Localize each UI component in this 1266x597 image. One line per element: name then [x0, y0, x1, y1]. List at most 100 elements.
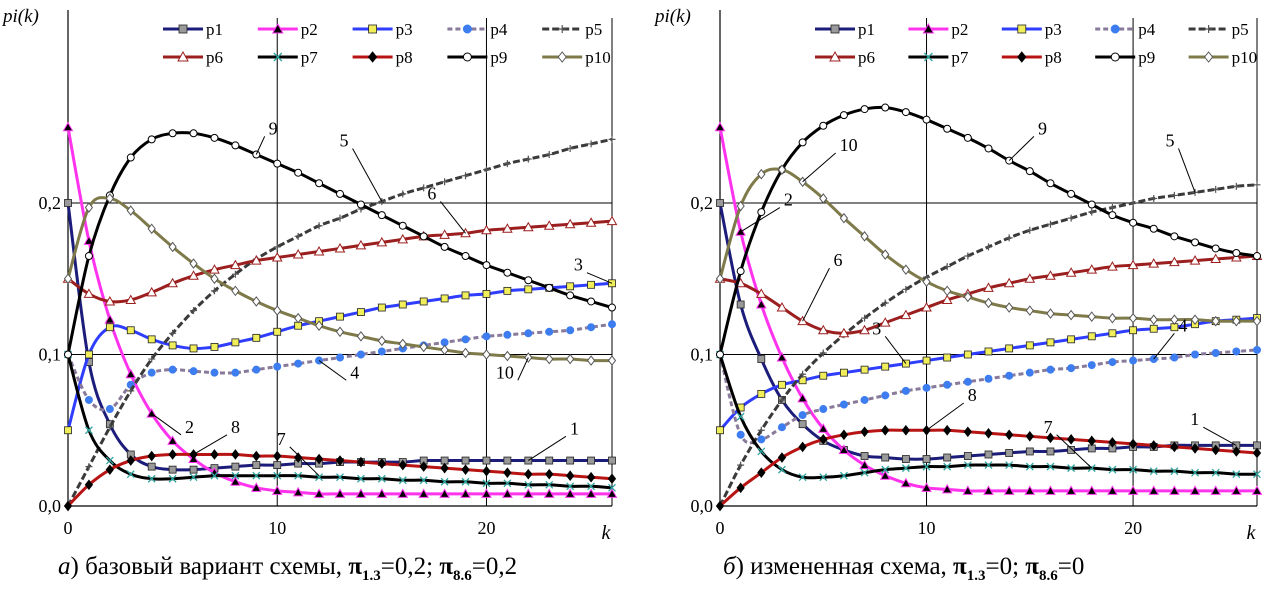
data-point-p2 [313, 488, 325, 498]
data-point-p7 [1108, 465, 1117, 474]
legend-marker [1110, 24, 1120, 34]
annotation-leader [318, 360, 347, 381]
data-point-p7 [860, 468, 869, 477]
series-p2 [714, 121, 1263, 495]
data-point-p7 [231, 471, 240, 480]
legend-marker [271, 22, 284, 34]
data-point-p10 [839, 212, 849, 224]
data-point-p7 [440, 477, 449, 486]
data-point-p2 [418, 488, 430, 498]
data-point-p5 [985, 243, 992, 251]
data-point-p8 [819, 434, 828, 445]
data-point-p10 [1025, 305, 1034, 316]
data-point-p8 [294, 452, 303, 463]
data-point-p8 [1232, 446, 1241, 457]
annotation-leader [440, 201, 466, 234]
data-point-p9 [860, 105, 869, 114]
data-point-p7 [398, 476, 407, 485]
legend-label: p3 [396, 20, 413, 39]
data-point-p6 [522, 221, 534, 232]
data-point-p4 [777, 423, 786, 432]
data-point-p1 [566, 456, 575, 465]
data-point-p7 [1232, 470, 1241, 479]
data-point-p10 [1211, 315, 1220, 327]
data-point-p4 [1067, 364, 1076, 373]
data-point-p6 [1148, 258, 1160, 268]
data-point-p9 [189, 129, 198, 138]
legend-label: p9 [1138, 48, 1155, 67]
data-point-p3 [524, 285, 533, 294]
data-point-p3 [840, 368, 848, 377]
data-point-p8 [210, 449, 219, 460]
data-point-p3 [64, 426, 72, 435]
annotation-label: 2 [784, 190, 793, 210]
data-point-p7 [1170, 467, 1179, 476]
legend-item-p3: p3 [352, 20, 413, 39]
data-point-p2 [838, 444, 850, 454]
legend-label: p5 [1232, 20, 1249, 39]
legend-item-p1: p1 [815, 20, 875, 39]
data-point-p5 [964, 252, 972, 260]
data-point-p5 [482, 166, 490, 174]
data-point-p7 [377, 474, 386, 483]
data-point-p7 [566, 482, 575, 491]
data-point-p4 [608, 320, 616, 329]
data-point-p5 [1253, 181, 1261, 189]
data-point-p6 [838, 327, 850, 338]
data-point-p8 [168, 449, 177, 460]
legend-item-p7: p7 [908, 48, 969, 67]
data-point-p7 [1211, 468, 1220, 477]
data-point-p8 [419, 461, 428, 472]
data-point-p5 [524, 155, 532, 163]
data-point-p10 [1087, 311, 1096, 322]
data-point-p10 [189, 258, 198, 269]
data-point-p6 [900, 309, 912, 320]
data-point-p2 [1210, 485, 1222, 495]
data-point-p6 [104, 295, 116, 306]
data-point-p5 [210, 287, 218, 295]
data-point-p2 [859, 459, 870, 470]
data-point-p6 [1107, 261, 1118, 271]
legend-marker [273, 52, 283, 62]
data-point-p7 [336, 473, 344, 482]
annotation-leader [1178, 148, 1196, 193]
data-point-p8 [1211, 444, 1220, 456]
annotation-6: 6 [427, 183, 466, 234]
series-p8 [63, 449, 617, 512]
annotation-label: 3 [872, 318, 881, 338]
data-point-p5 [420, 184, 428, 192]
legend-item-p10: p10 [1188, 48, 1257, 67]
data-point-p9 [482, 261, 491, 270]
data-point-p10 [715, 273, 725, 285]
data-point-p1 [168, 465, 177, 474]
data-point-p1 [984, 450, 993, 459]
x-tick-label: 10 [918, 518, 936, 538]
data-point-p7 [901, 464, 910, 473]
data-point-p9 [1149, 224, 1158, 233]
annotation-label: 6 [833, 250, 842, 270]
data-point-p4 [1211, 348, 1220, 357]
data-point-p3 [85, 350, 93, 359]
data-point-p3 [716, 426, 724, 435]
data-point-p1 [587, 456, 595, 465]
legend-item-p5: p5 [542, 20, 602, 39]
data-point-p7 [126, 470, 135, 479]
data-point-p2 [397, 488, 409, 498]
legend-label: p7 [951, 48, 969, 67]
data-point-p5 [799, 370, 807, 378]
data-point-p8 [84, 479, 94, 491]
series-p7 [64, 350, 616, 492]
data-point-p7 [294, 471, 303, 480]
data-point-p10 [1190, 314, 1200, 325]
legend-item-p1: p1 [163, 20, 223, 39]
data-point-p9 [984, 144, 993, 153]
data-point-p2 [125, 368, 137, 379]
data-point-p2 [585, 488, 597, 498]
data-point-p5 [336, 214, 344, 222]
data-point-p2 [921, 482, 932, 492]
data-point-p10 [273, 305, 282, 316]
data-point-p7 [943, 462, 952, 471]
data-point-p2 [167, 435, 178, 445]
data-point-p4 [922, 383, 931, 392]
data-point-p10 [440, 344, 449, 356]
